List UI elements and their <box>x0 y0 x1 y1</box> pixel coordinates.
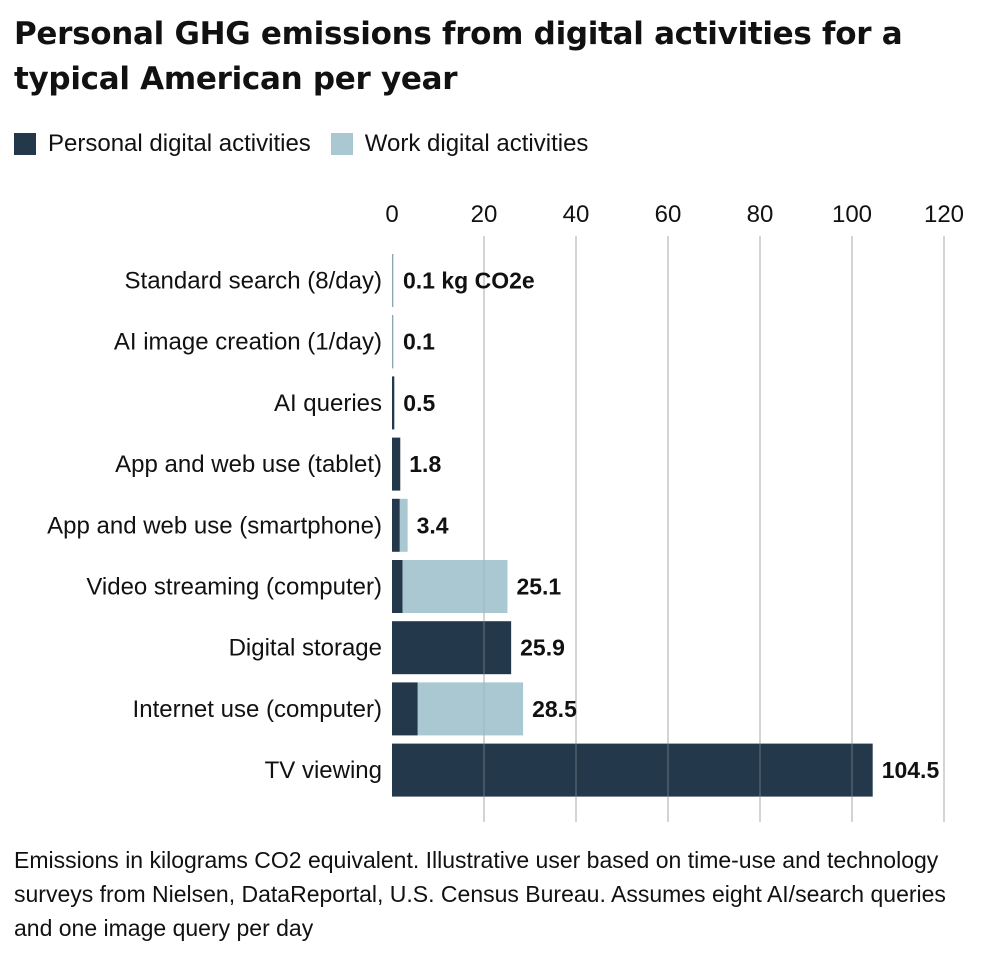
category-label: TV viewing <box>265 757 382 784</box>
data-label: 104.5 <box>882 757 940 783</box>
bars <box>392 254 873 797</box>
bar-personal <box>392 376 395 430</box>
bar-personal <box>392 743 873 797</box>
chart-legend: Personal digital activities Work digital… <box>14 128 608 160</box>
data-label: 0.1 <box>403 329 435 355</box>
category-label: AI queries <box>274 390 382 417</box>
bar-personal <box>392 437 401 491</box>
category-label: AI image creation (1/day) <box>114 329 382 356</box>
category-label: Digital storage <box>229 635 382 662</box>
bar-work <box>392 254 394 307</box>
data-label: 1.8 <box>409 451 441 477</box>
data-label: 28.5 <box>532 696 577 722</box>
bar-work <box>402 560 508 613</box>
x-tick-label: 60 <box>655 201 682 228</box>
chart-title: Personal GHG emissions from digital acti… <box>14 16 903 97</box>
bar-work <box>399 498 408 552</box>
category-label: App and web use (smartphone) <box>47 512 382 539</box>
x-tick-label: 120 <box>924 201 964 228</box>
x-tick-label: 40 <box>563 201 590 228</box>
grid-lines-overlay <box>483 236 945 822</box>
x-axis-tick-labels: 0 20 40 60 80 100 120 <box>385 201 964 228</box>
legend-swatch-personal <box>14 133 36 155</box>
category-label: App and web use (tablet) <box>115 451 382 478</box>
legend-item-work: Work digital activities <box>330 130 589 158</box>
grid-lines <box>483 236 945 822</box>
category-label: Video streaming (computer) <box>86 574 382 601</box>
legend-swatch-work <box>330 133 353 155</box>
bar-personal <box>392 621 512 675</box>
bar-personal <box>392 560 403 613</box>
data-label: 25.9 <box>520 635 565 661</box>
bar-personal <box>392 682 418 736</box>
data-labels: 0.1 kg CO2e 0.1 0.5 1.8 3.4 25.1 25.9 28.5 104.5 <box>403 268 939 784</box>
x-tick-label: 100 <box>832 201 872 228</box>
chart-footnote: Emissions in kilograms CO2 equivalent. I… <box>14 847 946 941</box>
data-label: 3.4 <box>417 512 449 538</box>
bar-work <box>392 315 394 369</box>
bar-personal <box>392 498 400 552</box>
category-labels: Standard search (8/day) AI image creation… <box>47 268 382 785</box>
data-label: 25.1 <box>516 574 561 600</box>
x-tick-label: 0 <box>385 201 398 228</box>
legend-item-personal: Personal digital activities <box>14 130 311 158</box>
legend-label-personal: Personal digital activities <box>48 130 311 157</box>
legend-label-work: Work digital activities <box>364 130 589 157</box>
data-label: 0.5 <box>403 390 435 416</box>
x-tick-label: 20 <box>471 201 498 228</box>
x-tick-label: 80 <box>747 201 774 228</box>
bar-chart: 0 20 40 60 80 100 120 Standard search (8/day) A… <box>47 201 964 822</box>
data-label: 0.1 kg CO2e <box>403 268 535 294</box>
category-label: Standard search (8/day) <box>125 268 382 295</box>
category-label: Internet use (computer) <box>133 696 382 723</box>
bar-work <box>417 682 524 736</box>
